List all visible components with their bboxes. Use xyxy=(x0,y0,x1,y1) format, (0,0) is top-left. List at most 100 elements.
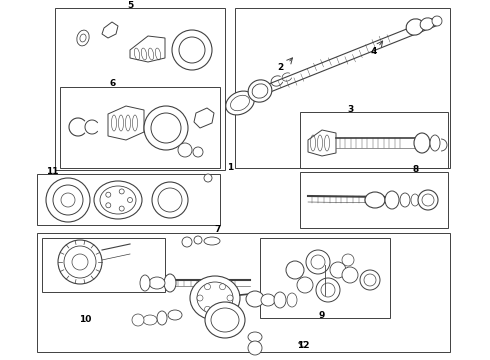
Circle shape xyxy=(220,284,225,290)
Circle shape xyxy=(321,283,335,297)
Text: 1: 1 xyxy=(227,162,233,171)
Ellipse shape xyxy=(190,276,240,320)
Text: 12: 12 xyxy=(297,342,309,351)
Polygon shape xyxy=(102,22,118,38)
Circle shape xyxy=(172,30,212,70)
Circle shape xyxy=(144,106,188,150)
Circle shape xyxy=(418,190,438,210)
Text: 5: 5 xyxy=(127,0,133,9)
Circle shape xyxy=(311,255,325,269)
Polygon shape xyxy=(130,36,165,62)
Ellipse shape xyxy=(400,193,410,207)
Circle shape xyxy=(46,178,90,222)
Ellipse shape xyxy=(197,282,233,314)
Circle shape xyxy=(178,143,192,157)
Ellipse shape xyxy=(287,293,297,307)
Circle shape xyxy=(158,188,182,212)
Ellipse shape xyxy=(100,186,136,214)
Circle shape xyxy=(72,254,88,270)
Ellipse shape xyxy=(430,135,440,151)
Circle shape xyxy=(342,254,354,266)
Circle shape xyxy=(193,147,203,157)
Polygon shape xyxy=(108,106,144,140)
Ellipse shape xyxy=(77,30,89,46)
Circle shape xyxy=(132,314,144,326)
Bar xyxy=(260,238,390,318)
Ellipse shape xyxy=(252,84,268,98)
Circle shape xyxy=(227,295,233,301)
Bar xyxy=(300,172,448,228)
Ellipse shape xyxy=(204,237,220,245)
Bar xyxy=(37,233,450,352)
Text: 4: 4 xyxy=(371,48,377,57)
Circle shape xyxy=(422,194,434,206)
Circle shape xyxy=(197,295,203,301)
Circle shape xyxy=(297,277,313,293)
Ellipse shape xyxy=(94,181,142,219)
Circle shape xyxy=(194,236,202,244)
Ellipse shape xyxy=(168,310,182,320)
Text: 8: 8 xyxy=(413,165,419,174)
Circle shape xyxy=(119,189,124,194)
Bar xyxy=(37,174,220,225)
Circle shape xyxy=(204,284,211,290)
Ellipse shape xyxy=(406,19,424,35)
Ellipse shape xyxy=(385,191,399,209)
Ellipse shape xyxy=(211,308,239,332)
Circle shape xyxy=(286,261,304,279)
Text: 9: 9 xyxy=(319,310,325,320)
Ellipse shape xyxy=(420,18,434,30)
Ellipse shape xyxy=(274,292,286,308)
Ellipse shape xyxy=(411,194,419,206)
Ellipse shape xyxy=(248,80,272,102)
Circle shape xyxy=(360,270,380,290)
Ellipse shape xyxy=(164,274,176,292)
Polygon shape xyxy=(194,108,214,128)
Circle shape xyxy=(152,182,188,218)
Circle shape xyxy=(316,278,340,302)
Circle shape xyxy=(204,306,211,312)
Circle shape xyxy=(58,240,102,284)
Circle shape xyxy=(119,206,124,211)
Bar xyxy=(42,238,165,292)
Circle shape xyxy=(182,237,192,247)
Text: 11: 11 xyxy=(46,166,58,175)
Ellipse shape xyxy=(149,277,165,289)
Text: 2: 2 xyxy=(277,63,283,72)
Bar xyxy=(55,8,225,170)
Ellipse shape xyxy=(140,275,150,291)
Circle shape xyxy=(151,113,181,143)
Circle shape xyxy=(64,246,96,278)
Ellipse shape xyxy=(143,315,157,325)
Circle shape xyxy=(127,198,132,202)
Ellipse shape xyxy=(157,311,167,325)
Bar xyxy=(235,8,450,168)
Ellipse shape xyxy=(205,302,245,338)
Ellipse shape xyxy=(226,91,254,115)
Text: 10: 10 xyxy=(79,315,91,324)
Bar xyxy=(60,87,220,168)
Circle shape xyxy=(364,274,376,286)
Text: 7: 7 xyxy=(215,225,221,234)
Circle shape xyxy=(61,193,75,207)
Ellipse shape xyxy=(248,332,262,342)
Circle shape xyxy=(330,262,346,278)
Ellipse shape xyxy=(414,133,430,153)
Circle shape xyxy=(204,174,212,182)
Ellipse shape xyxy=(80,34,86,42)
Circle shape xyxy=(106,192,111,197)
Ellipse shape xyxy=(261,294,275,306)
Circle shape xyxy=(342,267,358,283)
Ellipse shape xyxy=(365,192,385,208)
Circle shape xyxy=(306,250,330,274)
Circle shape xyxy=(106,203,111,208)
Circle shape xyxy=(220,306,225,312)
Ellipse shape xyxy=(246,291,264,307)
Circle shape xyxy=(53,185,83,215)
Text: 6: 6 xyxy=(110,80,116,89)
Polygon shape xyxy=(308,130,336,156)
Ellipse shape xyxy=(432,16,442,26)
Circle shape xyxy=(179,37,205,63)
Bar xyxy=(300,112,448,168)
Ellipse shape xyxy=(230,95,249,111)
